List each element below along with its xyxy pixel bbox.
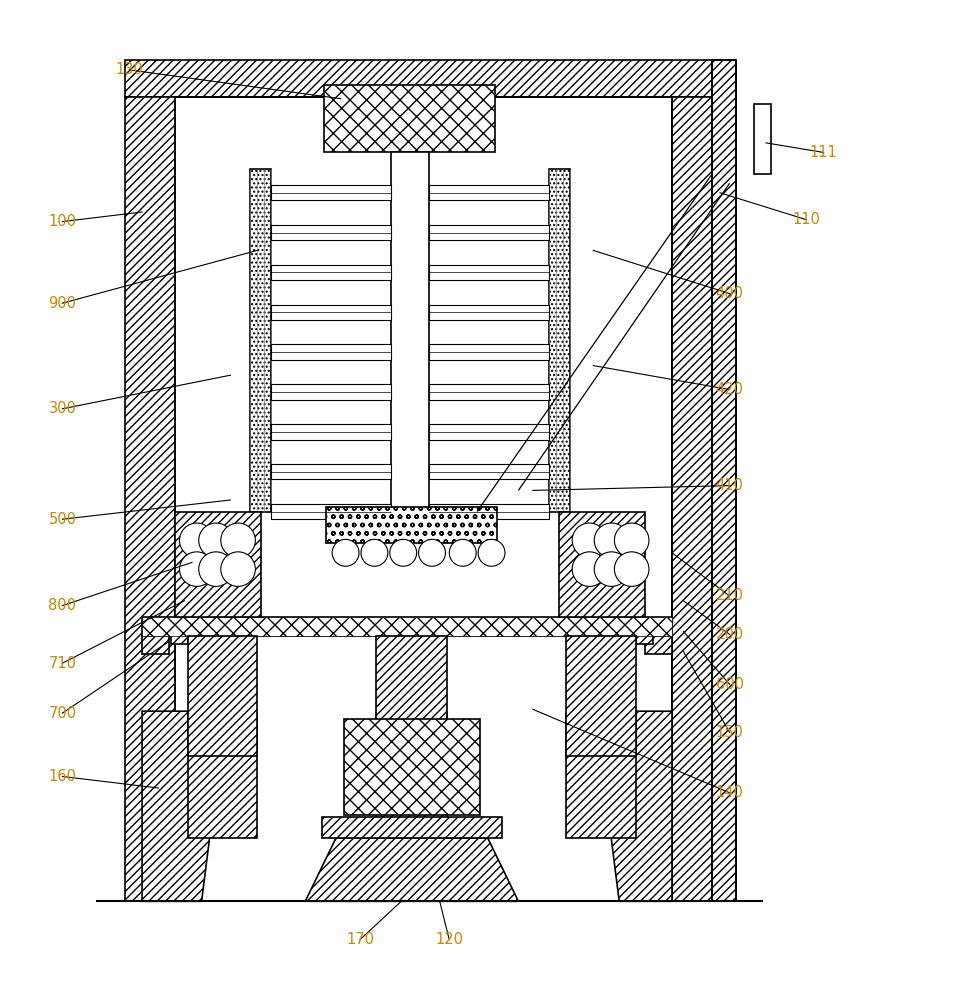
Circle shape: [221, 552, 255, 586]
Polygon shape: [305, 838, 518, 901]
Bar: [549, 169, 570, 512]
Bar: [429, 384, 549, 400]
Text: 140: 140: [715, 785, 744, 800]
Bar: [429, 185, 549, 200]
Bar: [324, 85, 495, 152]
Circle shape: [478, 539, 505, 566]
Bar: [429, 344, 549, 360]
Circle shape: [594, 552, 629, 586]
Bar: [188, 636, 257, 756]
Polygon shape: [595, 711, 672, 901]
Text: 710: 710: [48, 656, 77, 671]
Bar: [250, 169, 271, 512]
Bar: [142, 617, 672, 636]
Bar: [125, 97, 175, 901]
Bar: [672, 97, 722, 901]
Bar: [429, 265, 549, 280]
Text: 100: 100: [48, 214, 77, 229]
Bar: [125, 60, 722, 97]
Bar: [566, 636, 636, 756]
Text: 700: 700: [48, 706, 77, 721]
Bar: [391, 152, 429, 512]
Text: 110: 110: [792, 212, 821, 227]
Bar: [271, 225, 391, 240]
Circle shape: [361, 539, 388, 566]
Text: 500: 500: [48, 512, 77, 527]
Bar: [271, 185, 391, 200]
Circle shape: [449, 539, 476, 566]
Text: 410: 410: [715, 478, 744, 493]
Bar: [271, 305, 391, 320]
Bar: [271, 504, 391, 519]
Bar: [326, 507, 497, 543]
Bar: [271, 464, 391, 479]
Text: 210: 210: [715, 588, 744, 603]
Circle shape: [199, 523, 233, 558]
Text: 400: 400: [715, 286, 744, 301]
Bar: [271, 424, 391, 440]
Circle shape: [594, 523, 629, 558]
Bar: [142, 617, 672, 636]
Circle shape: [390, 539, 417, 566]
Circle shape: [180, 523, 214, 558]
Bar: [322, 817, 502, 838]
Bar: [754, 104, 771, 174]
Text: 300: 300: [48, 401, 77, 416]
Text: 900: 900: [48, 296, 77, 311]
Circle shape: [572, 552, 607, 586]
Bar: [142, 636, 169, 654]
Text: 160: 160: [48, 769, 77, 784]
Circle shape: [221, 523, 255, 558]
Bar: [712, 60, 736, 901]
Bar: [188, 713, 257, 838]
Bar: [271, 344, 391, 360]
Bar: [566, 713, 636, 838]
Bar: [376, 713, 447, 838]
Circle shape: [614, 552, 649, 586]
Bar: [171, 632, 188, 644]
Bar: [645, 636, 672, 654]
Text: 600: 600: [715, 677, 744, 692]
Bar: [429, 504, 549, 519]
Text: 130: 130: [116, 62, 143, 77]
Bar: [429, 305, 549, 320]
Bar: [429, 464, 549, 479]
Circle shape: [419, 539, 445, 566]
Bar: [344, 719, 480, 815]
Text: 120: 120: [435, 932, 464, 947]
Circle shape: [614, 523, 649, 558]
Circle shape: [180, 552, 214, 586]
Bar: [429, 225, 549, 240]
Circle shape: [199, 552, 233, 586]
Bar: [559, 512, 645, 617]
Circle shape: [572, 523, 607, 558]
Text: 200: 200: [715, 627, 744, 642]
Bar: [271, 265, 391, 280]
Bar: [271, 384, 391, 400]
Text: 800: 800: [48, 598, 77, 613]
Polygon shape: [142, 711, 226, 901]
Text: 150: 150: [715, 725, 744, 740]
Text: 111: 111: [810, 145, 837, 160]
Bar: [175, 512, 261, 617]
Bar: [376, 636, 447, 756]
Text: 170: 170: [346, 932, 374, 947]
Text: 420: 420: [715, 382, 744, 397]
Bar: [636, 632, 653, 644]
Circle shape: [332, 539, 359, 566]
Bar: [429, 424, 549, 440]
